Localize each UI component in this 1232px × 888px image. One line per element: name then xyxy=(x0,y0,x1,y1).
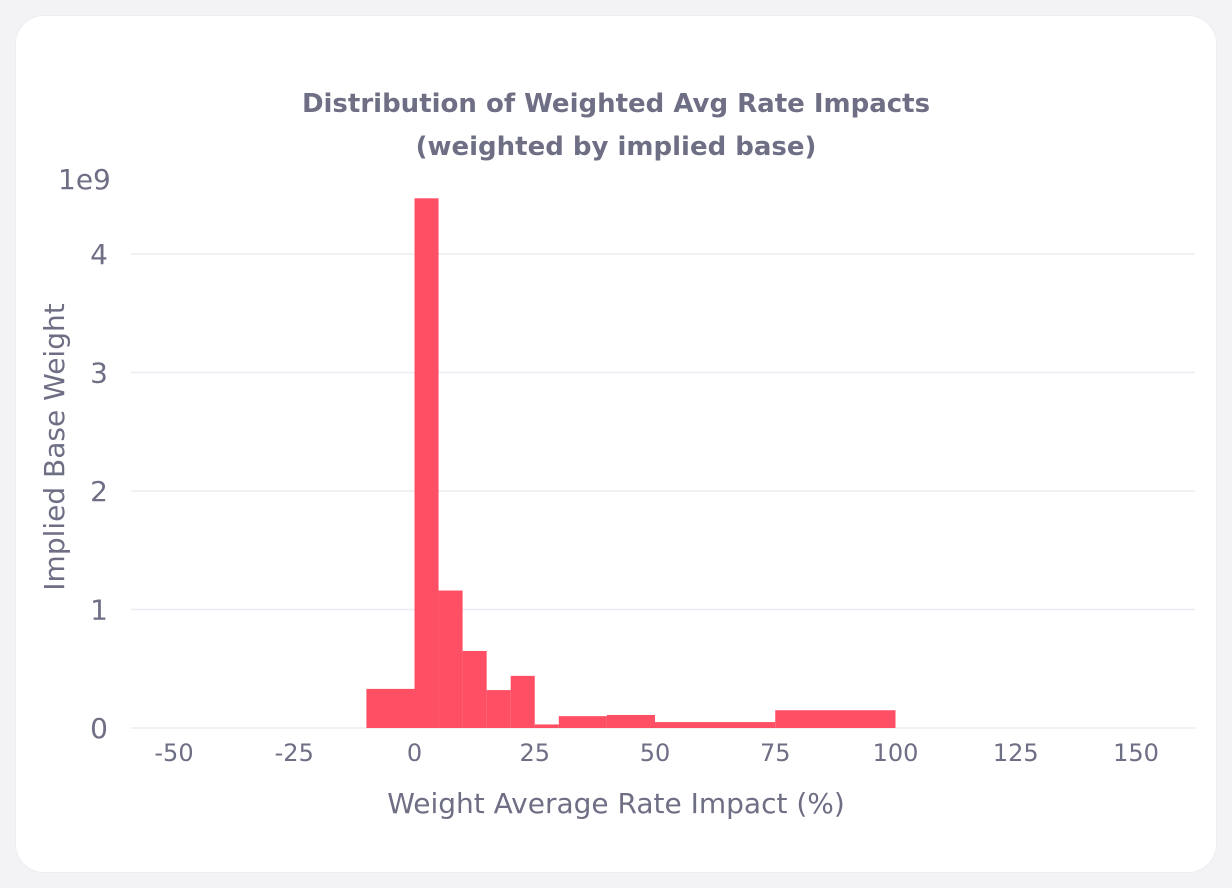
histogram-bar xyxy=(438,590,463,728)
histogram-bar xyxy=(534,724,559,728)
bars-layer xyxy=(366,198,896,728)
grid-layer xyxy=(131,253,1195,729)
histogram-bar xyxy=(606,714,655,728)
histogram-bar xyxy=(486,690,511,728)
x-tick-label: 0 xyxy=(407,739,422,767)
y-tick-label: 2 xyxy=(90,475,108,508)
x-tick-label: -50 xyxy=(154,739,193,767)
x-tick-label: -25 xyxy=(275,739,314,767)
histogram-bar xyxy=(366,688,415,728)
x-tick-label: 25 xyxy=(519,739,550,767)
x-tick-label: 50 xyxy=(640,739,671,767)
histogram-bar xyxy=(655,722,776,728)
histogram-bar xyxy=(462,650,487,728)
x-axis-label: Weight Average Rate Impact (%) xyxy=(387,787,845,820)
x-tick-label: 75 xyxy=(760,739,791,767)
chart-title-line1: Distribution of Weighted Avg Rate Impact… xyxy=(302,89,930,119)
histogram-bar xyxy=(558,716,607,728)
histogram-bar xyxy=(510,675,535,728)
y-tick-label: 0 xyxy=(90,712,108,745)
y-tick-label: 1 xyxy=(90,594,108,627)
x-tick-label: 100 xyxy=(873,739,919,767)
ticks-layer: 0 1 2 3 4 -50 -25 0 25 50 75 100 125 150 xyxy=(90,238,1159,767)
y-tick-label: 3 xyxy=(90,357,108,390)
chart-card xyxy=(16,16,1216,872)
y-offset-label: 1e9 xyxy=(58,163,111,196)
x-tick-label: 125 xyxy=(993,739,1039,767)
chart-title-line2: (weighted by implied base) xyxy=(416,132,817,162)
y-axis-label: Implied Base Weight xyxy=(38,303,71,590)
y-tick-label: 4 xyxy=(90,238,108,271)
histogram-bar xyxy=(414,198,439,728)
histogram-bar xyxy=(775,710,896,728)
x-tick-label: 150 xyxy=(1113,739,1159,767)
